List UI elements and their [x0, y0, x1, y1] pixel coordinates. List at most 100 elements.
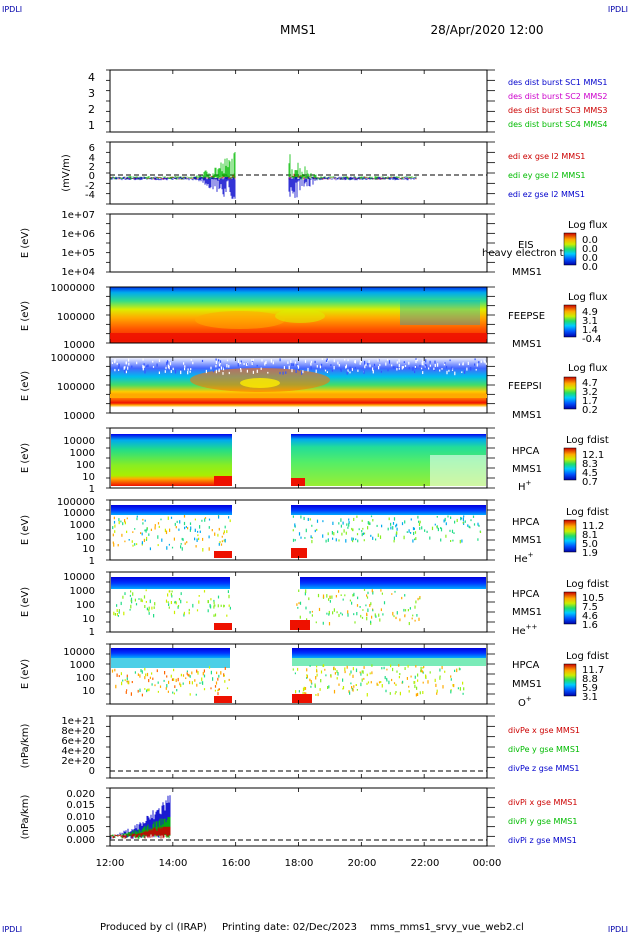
speckle: [368, 360, 370, 363]
hpca-h-species: H+: [518, 479, 532, 493]
speckle: [315, 694, 317, 696]
speckle: [403, 361, 405, 364]
speckle: [116, 673, 118, 677]
speckle: [256, 369, 258, 373]
speckle: [407, 609, 409, 612]
speckle: [184, 365, 186, 368]
speckle: [366, 594, 368, 597]
speckle: [418, 522, 421, 527]
speckle: [141, 541, 143, 545]
speckle: [186, 672, 188, 675]
speckle: [175, 678, 177, 683]
speckle: [142, 518, 144, 521]
speckle: [416, 614, 418, 617]
hpca-hepp-ylabel: E (eV): [20, 587, 31, 617]
speckle: [387, 369, 389, 372]
speckle: [345, 366, 347, 369]
speckle: [297, 667, 299, 671]
speckle: [144, 605, 146, 609]
speckle: [369, 365, 371, 368]
speckle: [484, 360, 486, 364]
hpca-o-cb-tick: 3.1: [582, 692, 598, 703]
speckle: [348, 523, 350, 527]
speckle: [168, 603, 170, 606]
speckle: [451, 529, 454, 534]
speckle: [426, 530, 428, 533]
speckle: [379, 364, 381, 367]
speckle: [124, 540, 126, 543]
speckle: [379, 618, 381, 622]
speckle: [360, 682, 362, 687]
speckle: [148, 612, 150, 615]
hpca-hepp-tick: 10000: [63, 572, 95, 583]
speckle: [191, 681, 193, 685]
hpca-o-tick: 10: [82, 686, 95, 697]
speckle: [410, 532, 412, 534]
speckle: [297, 365, 300, 369]
speckle: [146, 689, 148, 693]
speckle: [142, 366, 144, 371]
speckle: [317, 693, 319, 697]
speckle: [177, 606, 179, 609]
speckle: [112, 533, 114, 537]
speckle: [169, 528, 171, 532]
speckle: [111, 669, 114, 673]
speckle: [219, 363, 221, 367]
speckle: [154, 602, 156, 606]
speckle: [330, 364, 332, 367]
speckle: [340, 518, 342, 522]
speckle: [220, 366, 222, 370]
speckle: [356, 612, 358, 616]
speckle: [483, 359, 485, 363]
speckle: [346, 523, 348, 526]
speckle: [470, 519, 472, 522]
speckle: [378, 613, 380, 617]
speckle: [238, 359, 240, 363]
speckle: [221, 535, 223, 538]
time-tick: 22:00: [411, 858, 440, 869]
hpca-h-cb-title: Log fdist: [566, 435, 609, 446]
speckle: [292, 529, 294, 532]
speckle: [146, 536, 148, 540]
speckle: [359, 671, 361, 674]
speckle: [462, 692, 464, 695]
speckle: [344, 667, 346, 671]
speckle: [395, 683, 397, 686]
speckle: [395, 616, 397, 620]
speckle: [172, 367, 174, 371]
eis-cb-tick: 0.0: [582, 235, 598, 246]
dist-tick-labels: 4 3 2 1: [88, 71, 95, 132]
speckle: [157, 690, 159, 693]
speckle: [190, 359, 192, 361]
speckle: [467, 524, 469, 527]
feepsi-speckle: [111, 358, 487, 376]
speckle: [114, 613, 116, 616]
speckle: [320, 670, 323, 674]
speckle: [174, 685, 176, 689]
speckle: [187, 370, 189, 375]
speckle: [316, 670, 318, 673]
speckle: [124, 366, 126, 369]
speckle: [460, 517, 463, 520]
speckle: [310, 362, 312, 366]
speckle: [474, 358, 476, 361]
speckle: [341, 613, 343, 616]
speckle: [302, 370, 304, 374]
speckle: [309, 518, 311, 521]
speckle: [213, 599, 215, 602]
hpca-o-cb-tick: 5.9: [582, 683, 598, 694]
speckle: [219, 361, 221, 365]
eis-cb-tick: 0.0: [582, 262, 598, 273]
divpe-legend-x: divPe x gse MMS1: [508, 726, 580, 735]
speckle: [417, 515, 419, 519]
speckle: [167, 516, 169, 520]
speckle: [124, 679, 126, 682]
speckle: [171, 590, 173, 593]
speckle: [203, 590, 206, 593]
speckle: [127, 681, 129, 685]
speckle: [381, 592, 383, 595]
speckle: [359, 360, 362, 363]
hpca-hepp-cb-tick: 1.6: [582, 620, 598, 631]
speckle: [383, 601, 386, 605]
speckle: [381, 524, 383, 528]
